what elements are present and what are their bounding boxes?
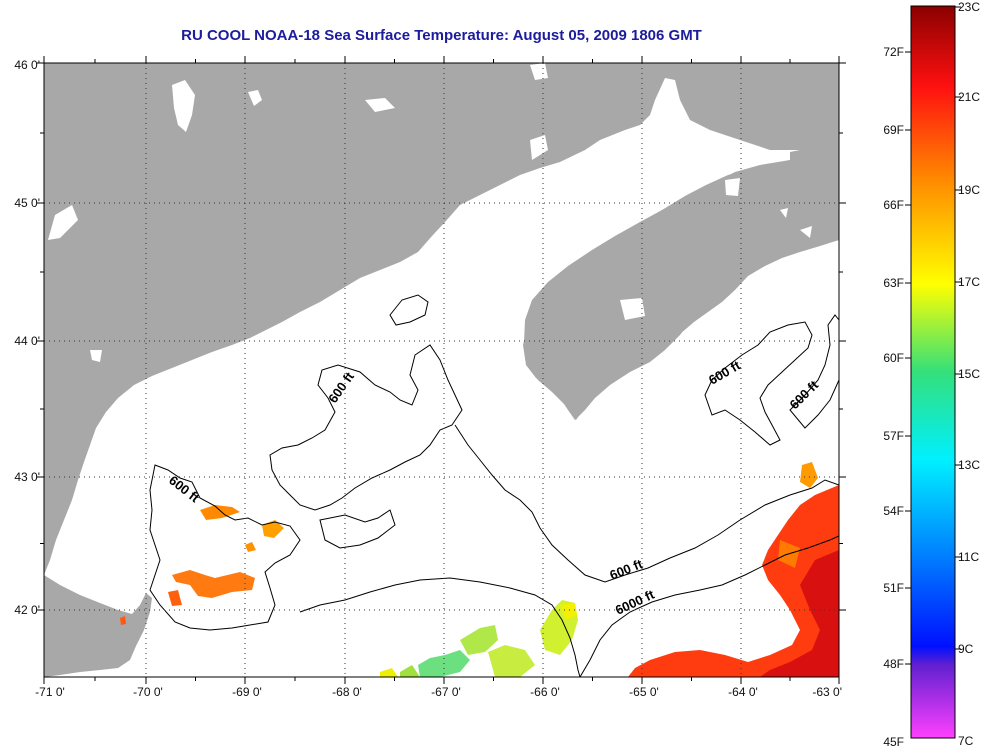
sst-patch-shelf xyxy=(800,462,818,488)
cb-c-label: 21C xyxy=(958,90,980,104)
sst-patch-gulf-maine xyxy=(262,520,284,538)
sst-patch-shoals xyxy=(400,665,420,677)
sst-patch-gulf-maine xyxy=(245,542,256,552)
cb-f-label: 72F xyxy=(883,45,904,59)
contour-600ft-central xyxy=(269,344,463,511)
cb-c-label: 19C xyxy=(958,183,980,197)
lake xyxy=(365,98,395,112)
lake xyxy=(460,260,505,302)
cb-c-label: 9C xyxy=(958,642,974,656)
cb-c-label: 13C xyxy=(958,458,980,472)
cb-f-label: 48F xyxy=(883,657,904,671)
lake xyxy=(248,90,262,106)
sst-patch-gulf-maine xyxy=(172,570,255,598)
contour-600ft-ne xyxy=(704,321,813,446)
contour-600ft-shelf xyxy=(454,424,839,583)
lon-tick-label: -66 0' xyxy=(530,685,560,699)
map-title: RU COOL NOAA-18 Sea Surface Temperature:… xyxy=(181,27,702,44)
cb-f-label: 69F xyxy=(883,123,904,137)
cb-f-label: 66F xyxy=(883,198,904,212)
lat-tick-label: 45 0' xyxy=(14,196,40,210)
contour-600ft-inner xyxy=(149,464,301,631)
sst-patch-gulf-maine xyxy=(120,616,126,625)
contour-6000ft xyxy=(579,535,839,677)
sst-patch-gulf-stream xyxy=(628,485,839,677)
lon-tick-label: -68 0' xyxy=(332,685,362,699)
contour-600ft-blob xyxy=(319,509,396,549)
bathymetry-contours xyxy=(149,294,839,677)
lake xyxy=(530,135,548,160)
colorbar-fahrenheit-labels: 72F 69F 66F 63F 60F 57F 54F 51F 48F 45F xyxy=(883,45,904,749)
lat-tick-label: 44 0' xyxy=(14,334,40,348)
cb-f-label: 63F xyxy=(883,276,904,290)
lake xyxy=(620,298,645,320)
colorbar-celsius-labels: 23C 21C 19C 17C 15C 13C 11C 9C 7C xyxy=(958,0,980,748)
mainland xyxy=(44,63,839,575)
cb-f-label: 57F xyxy=(883,429,904,443)
lon-tick-label: -64 0' xyxy=(728,685,758,699)
lat-tick-label: 46 0' xyxy=(14,58,40,72)
latitude-labels: 46 0' 45 0' 44 0' 43 0' 42 0' xyxy=(14,58,40,617)
cb-f-label: 54F xyxy=(883,504,904,518)
temperature-colorbar xyxy=(910,5,956,739)
lake xyxy=(780,208,788,218)
lon-tick-label: -69 0' xyxy=(232,685,262,699)
cb-c-label: 17C xyxy=(958,275,980,289)
sst-patch-gulf-maine xyxy=(200,505,240,520)
lon-tick-label: -71 0' xyxy=(35,685,65,699)
axis-ticks xyxy=(37,56,846,684)
lon-tick-label: -70 0' xyxy=(133,685,163,699)
cb-c-label: 11C xyxy=(958,550,979,564)
lake xyxy=(725,178,740,196)
colorbar-ticks xyxy=(905,6,961,665)
sst-patch-shoals xyxy=(380,668,398,677)
lake xyxy=(172,80,195,132)
cape-cod xyxy=(44,575,152,677)
lon-tick-label: -67 0' xyxy=(431,685,461,699)
lake xyxy=(800,226,812,238)
sst-patch-gulf-stream-core xyxy=(760,550,839,677)
cb-c-label: 15C xyxy=(958,367,980,381)
cb-c-label: 7C xyxy=(958,734,974,748)
lake xyxy=(48,205,78,240)
lon-tick-label: -65 0' xyxy=(629,685,659,699)
contour-600ft-north xyxy=(389,294,429,326)
lat-tick-label: 43 0' xyxy=(14,470,40,484)
lon-tick-label: -63 0' xyxy=(812,685,842,699)
lake xyxy=(90,350,102,362)
sst-patch-georges xyxy=(560,603,577,620)
longitude-labels: -71 0' -70 0' -69 0' -68 0' -67 0' -66 0… xyxy=(35,685,842,699)
lake xyxy=(530,63,548,80)
nova-scotia xyxy=(524,155,839,420)
lat-tick-label: 42 0' xyxy=(14,603,40,617)
map-frame xyxy=(43,62,840,678)
cb-f-label: 60F xyxy=(883,351,904,365)
cb-f-label: 51F xyxy=(883,581,904,595)
sst-patch-shoals xyxy=(488,645,535,677)
contour-600ft-ne2 xyxy=(789,314,839,429)
sst-patch-gulf-maine xyxy=(168,590,182,606)
sst-patch-shoals xyxy=(460,625,498,655)
bay-of-fundy xyxy=(512,150,790,315)
cb-c-label: 23C xyxy=(958,0,980,14)
contour-600ft-georges xyxy=(299,577,581,677)
cb-f-label: 45F xyxy=(883,735,904,749)
